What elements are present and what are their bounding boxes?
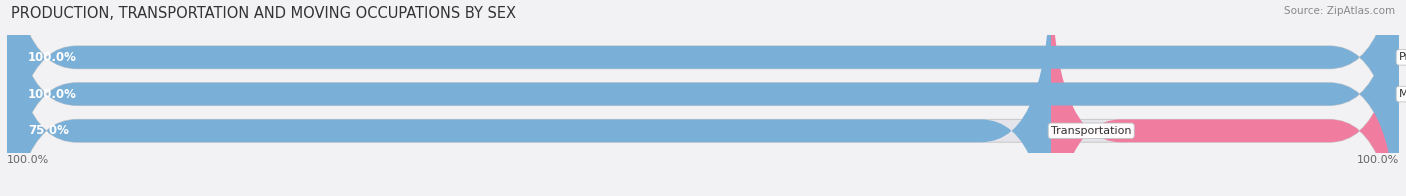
- Text: 100.0%: 100.0%: [1357, 155, 1399, 165]
- Text: Transportation: Transportation: [1052, 126, 1132, 136]
- FancyBboxPatch shape: [7, 0, 1399, 196]
- Text: Source: ZipAtlas.com: Source: ZipAtlas.com: [1284, 6, 1395, 16]
- FancyBboxPatch shape: [7, 0, 1399, 196]
- FancyBboxPatch shape: [7, 0, 1399, 196]
- Text: Production: Production: [1399, 52, 1406, 62]
- FancyBboxPatch shape: [7, 0, 1052, 196]
- Text: Material Moving: Material Moving: [1399, 89, 1406, 99]
- Text: 100.0%: 100.0%: [7, 155, 49, 165]
- Text: PRODUCTION, TRANSPORTATION AND MOVING OCCUPATIONS BY SEX: PRODUCTION, TRANSPORTATION AND MOVING OC…: [11, 6, 516, 21]
- Text: 100.0%: 100.0%: [28, 51, 77, 64]
- FancyBboxPatch shape: [7, 0, 1399, 196]
- Text: 75.0%: 75.0%: [28, 124, 69, 137]
- FancyBboxPatch shape: [7, 0, 1399, 196]
- FancyBboxPatch shape: [1052, 0, 1399, 196]
- Text: 100.0%: 100.0%: [28, 88, 77, 101]
